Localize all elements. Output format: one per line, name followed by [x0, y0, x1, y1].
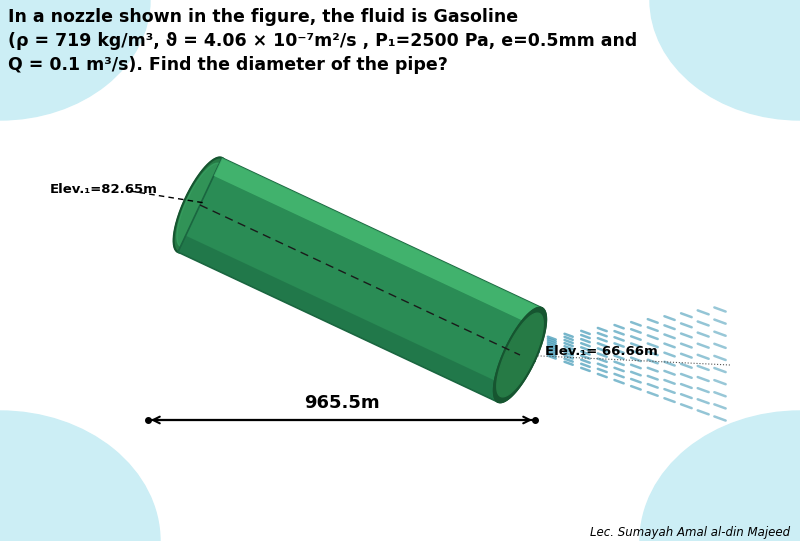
Ellipse shape [0, 0, 150, 120]
Polygon shape [177, 163, 223, 247]
Text: Elev.₁= 66.66m: Elev.₁= 66.66m [545, 345, 658, 358]
Polygon shape [178, 158, 542, 402]
Text: Q = 0.1 m³/s). Find the diameter of the pipe?: Q = 0.1 m³/s). Find the diameter of the … [8, 56, 448, 74]
Polygon shape [497, 313, 543, 397]
Polygon shape [494, 307, 546, 403]
Polygon shape [178, 235, 506, 402]
Text: 965.5m: 965.5m [304, 394, 379, 412]
Text: Elev.₁=82.65m: Elev.₁=82.65m [50, 183, 158, 196]
Text: In a nozzle shown in the figure, the fluid is Gasoline: In a nozzle shown in the figure, the flu… [8, 8, 518, 26]
Ellipse shape [640, 411, 800, 541]
Text: (ρ = 719 kg/m³, ϑ = 4.06 × 10⁻⁷m²/s , P₁=2500 Pa, e=0.5mm and: (ρ = 719 kg/m³, ϑ = 4.06 × 10⁻⁷m²/s , P₁… [8, 32, 638, 50]
Polygon shape [174, 157, 226, 253]
Polygon shape [214, 158, 542, 326]
Text: Lec. Sumayah Amal al-din Majeed: Lec. Sumayah Amal al-din Majeed [590, 526, 790, 539]
Ellipse shape [0, 411, 160, 541]
Ellipse shape [650, 0, 800, 120]
